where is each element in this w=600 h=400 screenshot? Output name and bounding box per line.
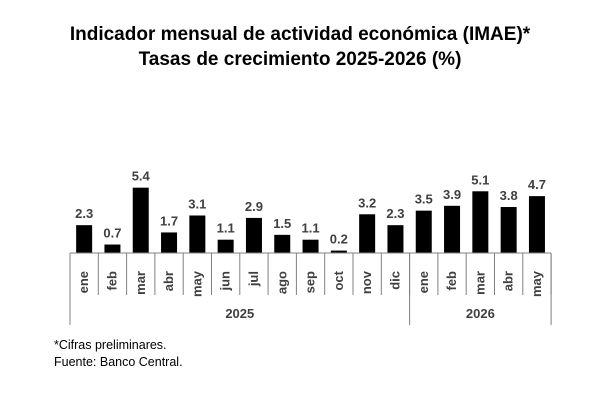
data-label-6: 2.9 (245, 199, 263, 214)
footnote-preliminary: *Cifras preliminares. (54, 338, 167, 352)
bar-16 (528, 196, 545, 253)
bar-12 (415, 210, 432, 253)
data-label-13: 3.9 (443, 187, 461, 202)
data-label-4: 3.1 (188, 196, 206, 211)
data-label-2: 5.4 (132, 169, 151, 184)
bar-2 (132, 187, 149, 253)
tick-label-0: ene (76, 271, 91, 293)
data-label-0: 2.3 (75, 206, 93, 221)
tick-label-5: jun (218, 271, 233, 292)
chart-title: Indicador mensual de actividad económica… (69, 24, 531, 45)
tick-label-11: dic (387, 271, 402, 290)
tick-label-2: mar (133, 271, 148, 295)
tick-label-3: abr (161, 271, 176, 291)
bar-13 (444, 205, 461, 253)
footnote-source: Fuente: Banco Central. (54, 355, 183, 369)
bar-0 (76, 225, 93, 253)
data-label-7: 1.5 (273, 216, 291, 231)
bar-14 (472, 191, 489, 253)
tick-label-16: may (529, 270, 544, 297)
tick-label-6: jul (246, 271, 261, 287)
bar-8 (302, 239, 319, 253)
bar-5 (217, 239, 234, 253)
tick-label-10: nov (359, 270, 374, 294)
chart-title-block: Indicador mensual de actividad económica… (0, 22, 600, 72)
tick-label-12: ene (416, 271, 431, 293)
data-label-9: 0.2 (330, 232, 348, 247)
tick-label-9: oct (331, 270, 346, 290)
data-label-12: 3.5 (415, 192, 433, 207)
tick-label-1: feb (104, 271, 119, 291)
bar-9 (330, 250, 347, 253)
tick-label-4: may (189, 270, 204, 297)
bar-10 (359, 214, 376, 253)
tick-label-7: ago (274, 271, 289, 294)
group-label-2025: 2025 (225, 306, 254, 321)
tick-label-8: sep (303, 271, 318, 293)
data-label-15: 3.8 (500, 188, 518, 203)
bar-1 (104, 244, 121, 253)
data-label-14: 5.1 (471, 172, 489, 187)
chart-subtitle: Tasas de crecimiento 2025-2026 (%) (138, 49, 462, 70)
data-label-5: 1.1 (217, 221, 235, 236)
bar-7 (274, 234, 291, 253)
data-label-3: 1.7 (160, 213, 178, 228)
data-label-10: 3.2 (358, 195, 376, 210)
data-label-1: 0.7 (103, 226, 121, 241)
tick-label-15: abr (501, 271, 516, 291)
bar-15 (500, 207, 517, 253)
bar-6 (245, 217, 262, 253)
data-label-16: 4.7 (528, 177, 546, 192)
data-label-8: 1.1 (302, 221, 320, 236)
group-label-2026: 2026 (466, 306, 495, 321)
data-label-11: 2.3 (386, 206, 404, 221)
bar-11 (387, 225, 404, 253)
tick-label-14: mar (472, 271, 487, 295)
bar-4 (189, 215, 206, 253)
tick-label-13: feb (444, 271, 459, 291)
bar-3 (161, 232, 178, 253)
